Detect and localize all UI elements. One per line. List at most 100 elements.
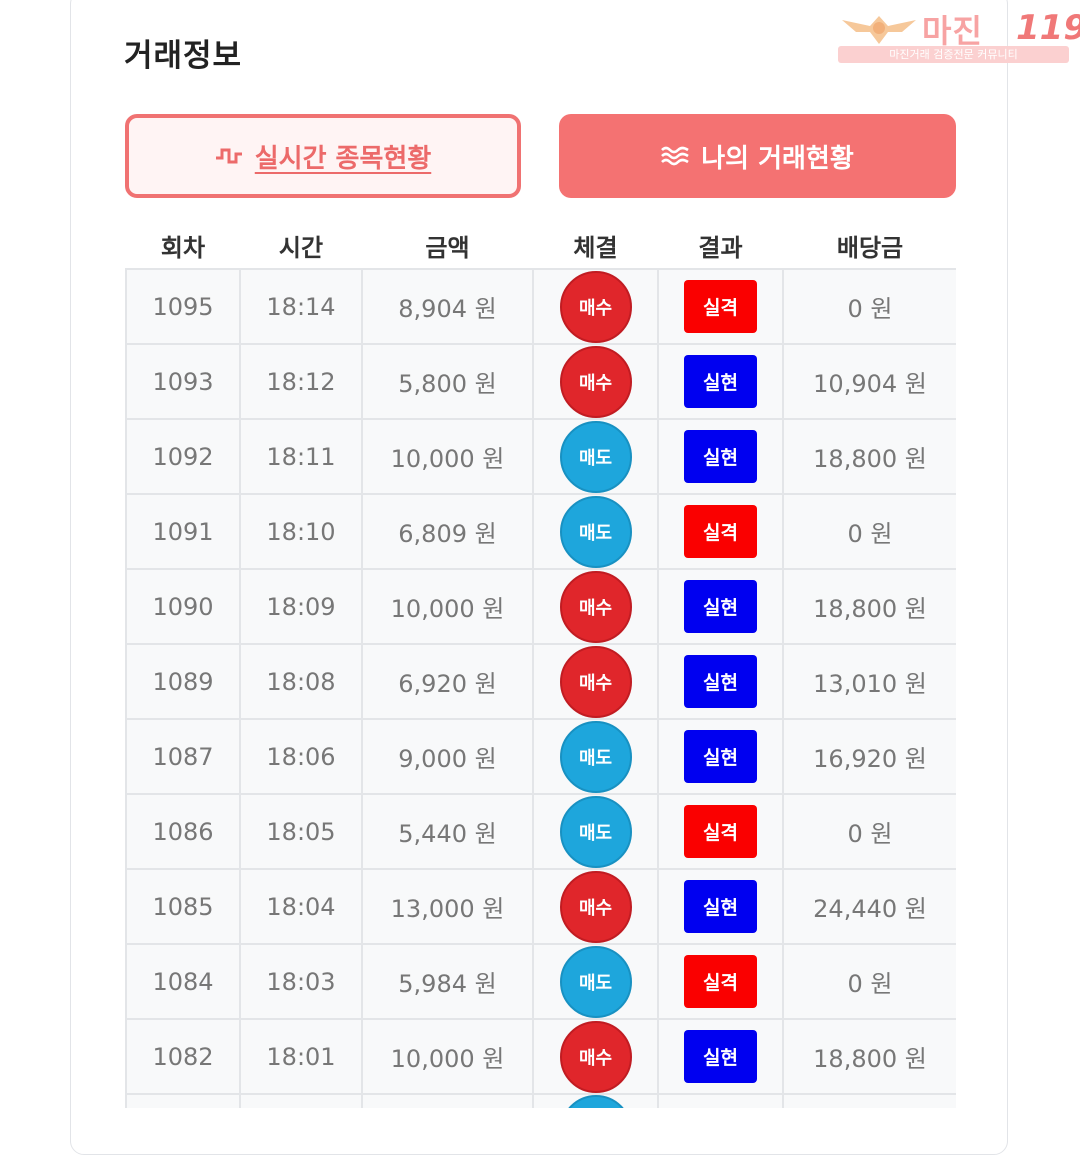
cell-execution: 매도	[532, 943, 659, 1020]
result-badge: 실현	[684, 730, 757, 783]
cell-time: 18:08	[239, 643, 363, 720]
cell-time: 18:09	[239, 568, 363, 645]
cell-payout: 10,904 원	[782, 343, 956, 420]
execution-badge: 매수	[559, 645, 632, 718]
execution-badge: 매수	[559, 870, 632, 943]
cell-time: 18:14	[239, 268, 363, 345]
cell-amount: 5,984 원	[361, 943, 534, 1020]
cell-time: 18:04	[239, 868, 363, 945]
cell-time: 18:01	[239, 1018, 363, 1095]
result-badge: 실현	[684, 580, 757, 633]
cell-result: 실현	[657, 643, 784, 720]
execution-badge: 매수	[559, 270, 632, 343]
watermark-name: 마진	[922, 12, 983, 50]
cell-result: 실격	[657, 268, 784, 345]
pulse-icon	[215, 148, 242, 164]
cell-amount	[361, 1093, 534, 1108]
cell-round: 1084	[125, 943, 241, 1020]
cell-time: 18:11	[239, 418, 363, 495]
execution-badge	[559, 1095, 632, 1108]
cell-payout: 13,010 원	[782, 643, 956, 720]
cell-execution: 매수	[532, 868, 659, 945]
execution-badge: 매도	[559, 495, 632, 568]
cell-amount: 13,000 원	[361, 868, 534, 945]
cell-amount: 9,000 원	[361, 718, 534, 795]
header-amount: 금액	[425, 233, 470, 262]
cell-round: 1095	[125, 268, 241, 345]
cell-result: 실현	[657, 1018, 784, 1095]
cell-round: 1089	[125, 643, 241, 720]
result-badge: 실격	[684, 955, 757, 1008]
result-badge: 실현	[684, 880, 757, 933]
execution-badge: 매도	[559, 720, 632, 793]
cell-amount: 8,904 원	[361, 268, 534, 345]
trade-table: 회차 시간 금액 체결 결과 배당금 1095 18:14 8,904 원 매수 실격 0…	[125, 222, 956, 1108]
cell-result: 실격	[657, 793, 784, 870]
cell-time: 18:06	[239, 718, 363, 795]
cell-result: 실격	[657, 943, 784, 1020]
cell-round: 1082	[125, 1018, 241, 1095]
cell-round: 1093	[125, 343, 241, 420]
cell-payout: 24,440 원	[782, 868, 956, 945]
table-row	[125, 1093, 956, 1108]
cell-execution: 매수	[532, 643, 659, 720]
cell-execution: 매수	[532, 568, 659, 645]
cell-time: 18:05	[239, 793, 363, 870]
cell-result: 실현	[657, 568, 784, 645]
header-payout: 배당금	[836, 233, 904, 262]
cell-execution: 매도	[532, 793, 659, 870]
waves-icon	[661, 146, 689, 166]
cell-payout: 0 원	[782, 493, 956, 570]
execution-badge: 매도	[559, 795, 632, 868]
table-row: 1092 18:11 10,000 원 매도 실현 18,800 원	[125, 418, 956, 495]
cell-time: 18:12	[239, 343, 363, 420]
cell-payout: 0 원	[782, 268, 956, 345]
cell-amount: 10,000 원	[361, 1018, 534, 1095]
cell-time	[239, 1093, 363, 1108]
cell-result	[657, 1093, 784, 1108]
cell-payout: 18,800 원	[782, 1018, 956, 1095]
table-row: 1095 18:14 8,904 원 매수 실격 0 원	[125, 268, 956, 345]
tab-live-status[interactable]: 실시간 종목현황	[125, 114, 521, 198]
table-row: 1093 18:12 5,800 원 매수 실현 10,904 원	[125, 343, 956, 420]
tab-my-trades[interactable]: 나의 거래현황	[559, 114, 956, 198]
execution-badge: 매수	[559, 345, 632, 418]
header-result: 결과	[698, 233, 743, 262]
table-row: 1085 18:04 13,000 원 매수 실현 24,440 원	[125, 868, 956, 945]
cell-result: 실격	[657, 493, 784, 570]
cell-payout	[782, 1093, 956, 1108]
cell-round: 1091	[125, 493, 241, 570]
cell-amount: 10,000 원	[361, 418, 534, 495]
table-row: 1084 18:03 5,984 원 매도 실격 0 원	[125, 943, 956, 1020]
cell-round: 1092	[125, 418, 241, 495]
cell-round: 1086	[125, 793, 241, 870]
table-row: 1090 18:09 10,000 원 매수 실현 18,800 원	[125, 568, 956, 645]
tab-live-status-label: 실시간 종목현황	[254, 143, 432, 174]
result-badge: 실현	[684, 1030, 757, 1083]
table-row: 1089 18:08 6,920 원 매수 실현 13,010 원	[125, 643, 956, 720]
section-title: 거래정보	[124, 38, 243, 74]
watermark-subtitle: 마진거래 검증전문 커뮤니티	[838, 46, 1069, 63]
cell-execution: 매도	[532, 418, 659, 495]
result-badge: 실격	[684, 805, 757, 858]
result-badge: 실현	[684, 655, 757, 708]
cell-result: 실현	[657, 418, 784, 495]
cell-amount: 5,800 원	[361, 343, 534, 420]
cell-round: 1087	[125, 718, 241, 795]
table-row: 1082 18:01 10,000 원 매수 실현 18,800 원	[125, 1018, 956, 1095]
cell-amount: 5,440 원	[361, 793, 534, 870]
cell-result: 실현	[657, 343, 784, 420]
cell-time: 18:10	[239, 493, 363, 570]
cell-amount: 6,920 원	[361, 643, 534, 720]
cell-time: 18:03	[239, 943, 363, 1020]
result-badge: 실격	[684, 280, 757, 333]
cell-payout: 0 원	[782, 943, 956, 1020]
cell-amount: 6,809 원	[361, 493, 534, 570]
cell-execution: 매도	[532, 493, 659, 570]
cell-execution: 매수	[532, 1018, 659, 1095]
execution-badge: 매수	[559, 1020, 632, 1093]
watermark-number: 119	[1016, 8, 1080, 48]
result-badge: 실격	[684, 505, 757, 558]
cell-execution	[532, 1093, 659, 1108]
